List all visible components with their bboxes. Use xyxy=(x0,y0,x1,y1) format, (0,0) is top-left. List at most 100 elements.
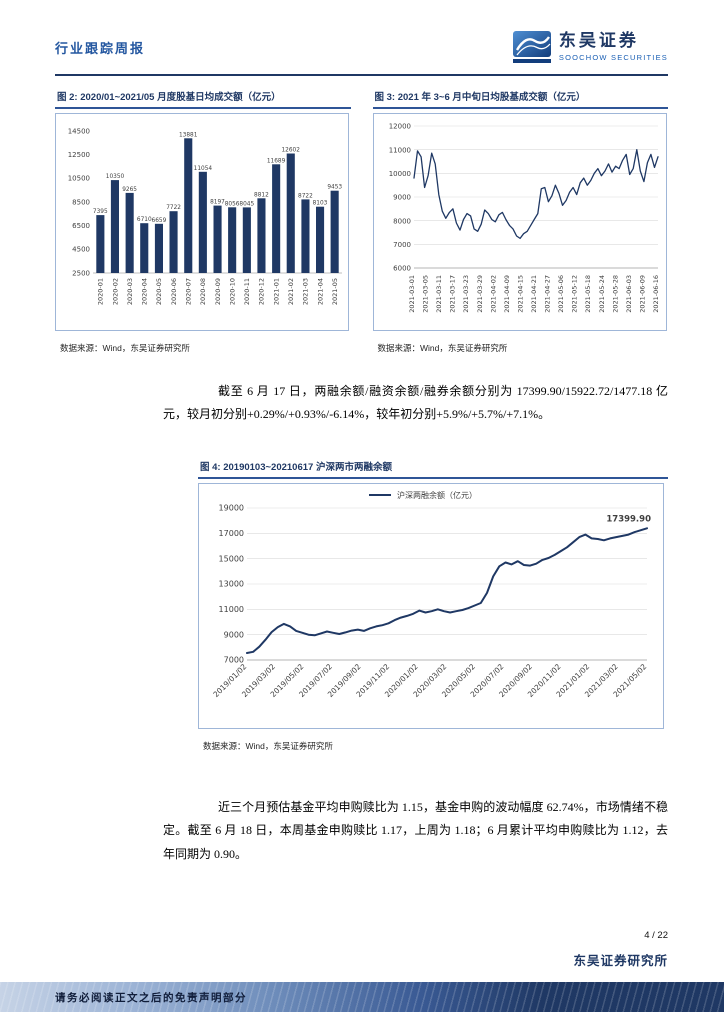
svg-text:12500: 12500 xyxy=(68,151,90,159)
svg-text:13000: 13000 xyxy=(219,580,244,589)
svg-text:7000: 7000 xyxy=(224,656,244,665)
svg-text:8045: 8045 xyxy=(239,201,254,207)
figure-2-chart-frame: 2500 4500 6500 8500 10500 12500 14500 7395 2020-… xyxy=(55,113,349,331)
svg-text:2021-03-29: 2021-03-29 xyxy=(475,275,483,313)
report-type-label: 行业跟踪周报 xyxy=(55,40,146,56)
svg-text:2021-04-15: 2021-04-15 xyxy=(516,275,524,313)
svg-text:8103: 8103 xyxy=(313,201,328,207)
svg-text:2020-05: 2020-05 xyxy=(155,278,163,305)
svg-text:2021-03-01: 2021-03-01 xyxy=(408,275,416,313)
svg-text:2021-04-27: 2021-04-27 xyxy=(543,275,551,313)
svg-text:17000: 17000 xyxy=(219,529,244,538)
svg-text:8056: 8056 xyxy=(225,201,240,207)
svg-text:2021-03-11: 2021-03-11 xyxy=(435,275,443,313)
svg-text:2021-02: 2021-02 xyxy=(287,278,295,305)
svg-text:2020-04: 2020-04 xyxy=(141,278,149,305)
svg-text:8722: 8722 xyxy=(298,193,313,199)
svg-text:11689: 11689 xyxy=(267,158,286,164)
svg-text:2020-09: 2020-09 xyxy=(214,278,222,305)
svg-text:2021-06-16: 2021-06-16 xyxy=(652,275,660,313)
page-header: 行业跟踪周报 东吴证券 SOOCHOW SECURITIES xyxy=(55,24,668,70)
svg-text:2021-05-12: 2021-05-12 xyxy=(570,275,578,313)
svg-text:9000: 9000 xyxy=(224,630,244,639)
svg-text:4500: 4500 xyxy=(72,246,90,254)
disclaimer-bar: 请务必阅读正文之后的免责声明部分 xyxy=(0,982,724,1012)
svg-text:2020-10: 2020-10 xyxy=(228,278,236,305)
svg-text:2021-04-09: 2021-04-09 xyxy=(502,275,510,313)
svg-text:2021-06-03: 2021-06-03 xyxy=(624,275,632,313)
svg-text:2021-05-28: 2021-05-28 xyxy=(611,275,619,313)
svg-text:9265: 9265 xyxy=(122,187,137,193)
svg-text:14500: 14500 xyxy=(68,127,90,135)
body-paragraph-2: 近三个月预估基金平均申购赎比为 1.15，基金申购的波动幅度 62.74%，市场… xyxy=(163,800,668,861)
svg-text:2020-06: 2020-06 xyxy=(170,278,178,305)
svg-text:6500: 6500 xyxy=(72,222,90,230)
svg-text:10500: 10500 xyxy=(68,175,90,183)
logo-emblem-icon xyxy=(512,31,551,63)
svg-text:2021-03: 2021-03 xyxy=(302,278,310,305)
svg-text:2021-05-24: 2021-05-24 xyxy=(597,275,605,313)
svg-text:15000: 15000 xyxy=(219,554,244,563)
charts-row: 图 2: 2020/01~2021/05 月度股基日均成交额（亿元） 2500 4… xyxy=(55,88,668,354)
body-paragraph-1: 截至 6 月 17 日，两融余额/融资余额/融券余额分别为 17399.90/1… xyxy=(163,384,668,422)
figure-4-chart-frame: 7000 9000 11000 13000 15000 17000 19000 2019/01… xyxy=(198,483,664,729)
svg-text:6659: 6659 xyxy=(152,218,167,224)
page-number: 4 / 22 xyxy=(644,930,668,941)
svg-text:2500: 2500 xyxy=(72,269,90,277)
disclaimer-text: 请务必阅读正文之后的免责声明部分 xyxy=(55,991,247,1004)
svg-text:8000: 8000 xyxy=(393,217,411,225)
svg-text:2020-03: 2020-03 xyxy=(126,278,134,305)
svg-text:7395: 7395 xyxy=(93,209,108,215)
svg-text:2021-04: 2021-04 xyxy=(316,278,324,305)
svg-text:2020-11: 2020-11 xyxy=(243,278,251,305)
figure-3-line-chart: 6000 7000 8000 9000 10000 11000 12000 2021-03-0… xyxy=(388,123,660,313)
svg-text:19000: 19000 xyxy=(219,504,244,513)
figure-4-line-chart: 7000900011000130001500017000190002019/01… xyxy=(211,490,651,699)
company-logo: 东吴证券 SOOCHOW SECURITIES xyxy=(512,30,668,64)
figure-4-title: 图 4: 20190103~20210617 沪深两市两融余额 xyxy=(198,458,668,479)
svg-text:6000: 6000 xyxy=(393,265,411,273)
svg-text:2020-12: 2020-12 xyxy=(258,278,266,305)
svg-text:2021-05-18: 2021-05-18 xyxy=(584,275,592,313)
svg-text:12602: 12602 xyxy=(281,148,300,154)
figure-3-block: 图 3: 2021 年 3~6 月中旬日均股基成交额（亿元） 6000 7000 8… xyxy=(372,88,668,354)
svg-text:2020-02: 2020-02 xyxy=(111,278,119,305)
svg-text:2020-01: 2020-01 xyxy=(97,278,105,305)
svg-text:10350: 10350 xyxy=(106,174,125,180)
svg-text:7722: 7722 xyxy=(166,205,181,211)
svg-text:17399.90: 17399.90 xyxy=(606,514,651,524)
figure-2-bar-chart: 2500 4500 6500 8500 10500 12500 14500 7395 2020-… xyxy=(68,127,343,305)
svg-text:2021-06-09: 2021-06-09 xyxy=(638,275,646,313)
svg-text:2021-01: 2021-01 xyxy=(272,278,280,305)
svg-text:2021-04-21: 2021-04-21 xyxy=(530,275,538,313)
svg-text:8500: 8500 xyxy=(72,198,90,206)
svg-text:2021-05: 2021-05 xyxy=(331,278,339,305)
svg-text:2021-03-05: 2021-03-05 xyxy=(421,275,429,313)
svg-text:12000: 12000 xyxy=(388,123,410,131)
svg-text:11000: 11000 xyxy=(219,605,244,614)
figure-4-block: 图 4: 20190103~20210617 沪深两市两融余额 7000 9000… xyxy=(198,458,668,752)
svg-text:2021-04-02: 2021-04-02 xyxy=(489,275,497,313)
figure-3-chart-frame: 6000 7000 8000 9000 10000 11000 12000 2021-03-0… xyxy=(372,113,667,331)
figure-2-source: 数据来源：Wind，东吴证券研究所 xyxy=(60,343,190,353)
figure-3-title: 图 3: 2021 年 3~6 月中旬日均股基成交额（亿元） xyxy=(372,88,668,109)
footer-organization: 东吴证券研究所 xyxy=(573,954,668,968)
svg-text:2020-07: 2020-07 xyxy=(185,278,193,305)
header-divider xyxy=(55,74,668,76)
logo-text: 东吴证券 SOOCHOW SECURITIES xyxy=(558,31,668,62)
figure-2-block: 图 2: 2020/01~2021/05 月度股基日均成交额（亿元） 2500 4… xyxy=(55,88,351,354)
svg-text:11000: 11000 xyxy=(388,146,410,154)
svg-text:6710: 6710 xyxy=(137,217,152,223)
svg-text:9453: 9453 xyxy=(327,185,342,191)
svg-text:8197: 8197 xyxy=(210,200,225,206)
svg-text:10000: 10000 xyxy=(388,170,410,178)
figure-2-title: 图 2: 2020/01~2021/05 月度股基日均成交额（亿元） xyxy=(55,88,351,109)
figure-3-source: 数据来源：Wind，东吴证券研究所 xyxy=(377,343,508,353)
svg-text:13881: 13881 xyxy=(179,132,198,138)
svg-text:沪深两融余额（亿元）: 沪深两融余额（亿元） xyxy=(397,490,477,500)
svg-text:2021-03-17: 2021-03-17 xyxy=(448,275,456,313)
svg-text:7000: 7000 xyxy=(393,241,411,249)
svg-text:11054: 11054 xyxy=(194,166,213,172)
company-name-en: SOOCHOW SECURITIES xyxy=(558,52,668,62)
